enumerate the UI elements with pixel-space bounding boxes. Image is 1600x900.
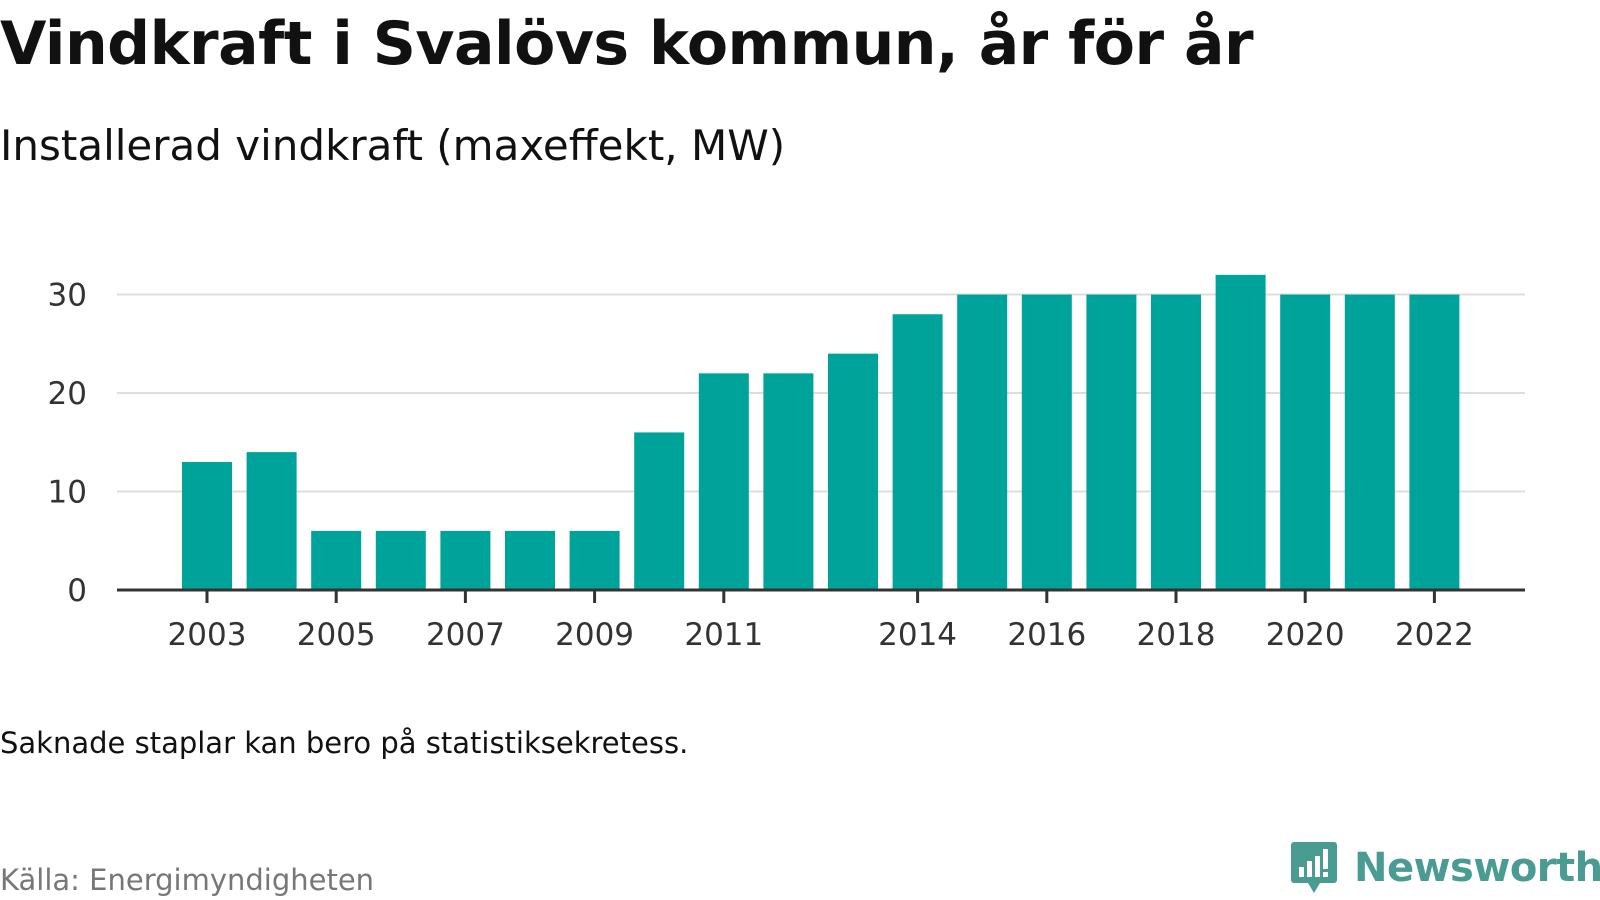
bar-2004 [246,452,297,590]
bar-2012 [763,373,814,590]
x-tick-label: 2007 [426,617,505,653]
bar-2020 [1280,294,1331,590]
bar-2013 [828,353,878,590]
bar-2019 [1215,274,1266,590]
bar-2010 [634,432,685,590]
x-tick-label: 2022 [1395,617,1474,653]
bar-2003 [182,461,232,590]
y-tick-label: 0 [67,573,87,609]
chart-subtitle: Installerad vindkraft (maxeffekt, MW) [0,121,786,170]
x-tick-label: 2014 [878,617,957,653]
axes: 0 10 20 30 2003 2005 2007 2009 2011 2014 2016 2018 2… [48,278,1525,653]
bar-2018 [1151,294,1201,590]
footnote: Saknade staplar kan bero på statistiksek… [0,726,689,760]
y-tick-label: 20 [48,376,87,412]
x-tick-label: 2009 [555,617,634,653]
bar-chart-speech-bubble-icon [1291,842,1337,893]
bar-2008 [505,530,555,590]
bar-2022 [1409,294,1460,590]
bar-chart: 0 10 20 30 2003 2005 2007 2009 2011 2014 2016 2018 2… [48,274,1525,653]
bars [182,274,1460,590]
bar-2015 [957,294,1008,590]
bar-2006 [375,530,426,590]
source-credit: Källa: Energimyndigheten [0,863,375,897]
bar-2009 [569,530,620,590]
x-tick-label: 2018 [1137,617,1216,653]
y-tick-label: 10 [48,475,87,511]
x-tick-label: 2005 [297,617,376,653]
brand-logo: Newsworthy [1290,840,1600,896]
brand-name: Newsworthy [1354,845,1600,891]
bar-2016 [1021,294,1072,590]
bar-2014 [892,314,943,590]
x-tick-label: 2020 [1266,617,1345,653]
bar-2021 [1344,294,1395,590]
x-tick-label: 2016 [1007,617,1086,653]
bar-2005 [311,530,362,590]
bar-2007 [440,530,491,590]
x-tick-label: 2003 [168,617,247,653]
bar-2017 [1086,294,1137,590]
chart-title: Vindkraft i Svalövs kommun, år för år [0,9,1254,79]
x-tick-label: 2011 [684,617,763,653]
bar-2011 [698,373,749,590]
y-tick-label: 30 [48,278,87,314]
